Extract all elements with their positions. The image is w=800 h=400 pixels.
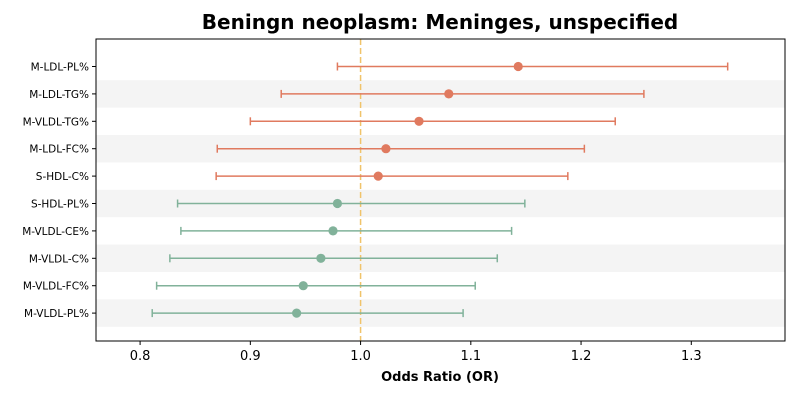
x-tick-label: 1.3 bbox=[681, 349, 702, 364]
x-axis-label: Odds Ratio (OR) bbox=[381, 370, 499, 385]
or-point bbox=[328, 226, 338, 236]
ci-row bbox=[249, 116, 616, 126]
x-axis: 0.8 0.9 1.0 1.1 1.2 1.3 bbox=[130, 341, 702, 364]
ci-row bbox=[169, 253, 499, 263]
x-tick-label: 0.8 bbox=[130, 349, 151, 364]
y-tick-label: M-LDL-FC% bbox=[29, 144, 89, 156]
or-point bbox=[373, 171, 383, 181]
or-point bbox=[298, 281, 308, 291]
ci-row bbox=[151, 308, 464, 318]
or-point bbox=[444, 89, 454, 99]
or-point bbox=[513, 61, 523, 72]
plot-frame bbox=[95, 38, 786, 342]
or-point bbox=[332, 198, 343, 209]
y-tick-label: M-LDL-PL% bbox=[31, 62, 89, 74]
x-tick-label: 1.1 bbox=[460, 349, 481, 364]
data-marks bbox=[151, 61, 729, 318]
plot-border bbox=[95, 38, 786, 342]
x-tick-label: 0.9 bbox=[240, 349, 261, 364]
y-tick-label: M-VLDL-C% bbox=[29, 253, 89, 265]
y-tick-label: M-VLDL-TG% bbox=[23, 116, 89, 128]
ci-row bbox=[216, 144, 586, 154]
ci-row bbox=[336, 61, 729, 72]
y-tick-label: S-HDL-PL% bbox=[31, 199, 89, 211]
y-tick-label: M-VLDL-FC% bbox=[23, 281, 89, 293]
y-tick-label: M-VLDL-PL% bbox=[24, 308, 89, 320]
ci-row bbox=[215, 171, 569, 181]
ci-row bbox=[180, 226, 513, 236]
y-tick-label: S-HDL-C% bbox=[36, 171, 89, 183]
y-tick-label: M-LDL-TG% bbox=[29, 89, 89, 101]
ci-row bbox=[155, 281, 476, 291]
y-axis: M-LDL-PL% M-LDL-TG% M-VLDL-TG% M-LDL-FC% S-H… bbox=[22, 62, 96, 320]
or-point bbox=[316, 253, 326, 263]
x-tick-label: 1.2 bbox=[571, 349, 592, 364]
or-point bbox=[381, 144, 391, 154]
y-tick-label: M-VLDL-CE% bbox=[22, 226, 89, 238]
x-tick-label: 1.0 bbox=[350, 349, 371, 364]
chart-title: Beningn neoplasm: Meninges, unspecified bbox=[202, 10, 678, 34]
or-point bbox=[414, 116, 424, 126]
ci-row bbox=[176, 198, 526, 209]
ci-row bbox=[280, 89, 645, 99]
or-point bbox=[292, 308, 302, 318]
